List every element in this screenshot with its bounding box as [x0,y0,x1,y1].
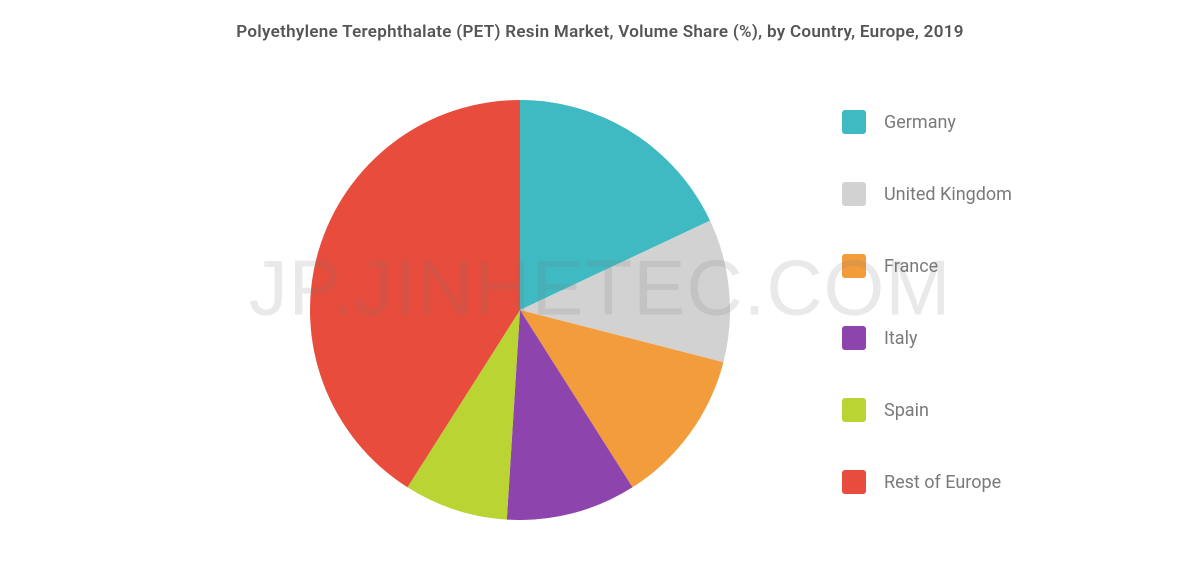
legend-swatch [842,470,866,494]
legend: Germany United Kingdom France Italy Spain Res… [842,110,1012,494]
chart-title: Polyethylene Terephthalate (PET) Resin M… [0,22,1200,42]
legend-item: France [842,254,1012,278]
legend-label: Rest of Europe [884,472,1001,493]
legend-swatch [842,110,866,134]
legend-label: Italy [884,328,917,349]
legend-label: Spain [884,400,929,421]
pie-chart [310,100,730,520]
chart-area: Germany United Kingdom France Italy Spain Res… [0,80,1200,560]
legend-label: Germany [884,112,956,133]
legend-swatch [842,326,866,350]
legend-item: Germany [842,110,1012,134]
legend-item: Italy [842,326,1012,350]
legend-label: France [884,256,938,277]
legend-label: United Kingdom [884,184,1012,205]
legend-swatch [842,398,866,422]
legend-swatch [842,182,866,206]
legend-swatch [842,254,866,278]
legend-item: Rest of Europe [842,470,1012,494]
legend-item: United Kingdom [842,182,1012,206]
legend-item: Spain [842,398,1012,422]
